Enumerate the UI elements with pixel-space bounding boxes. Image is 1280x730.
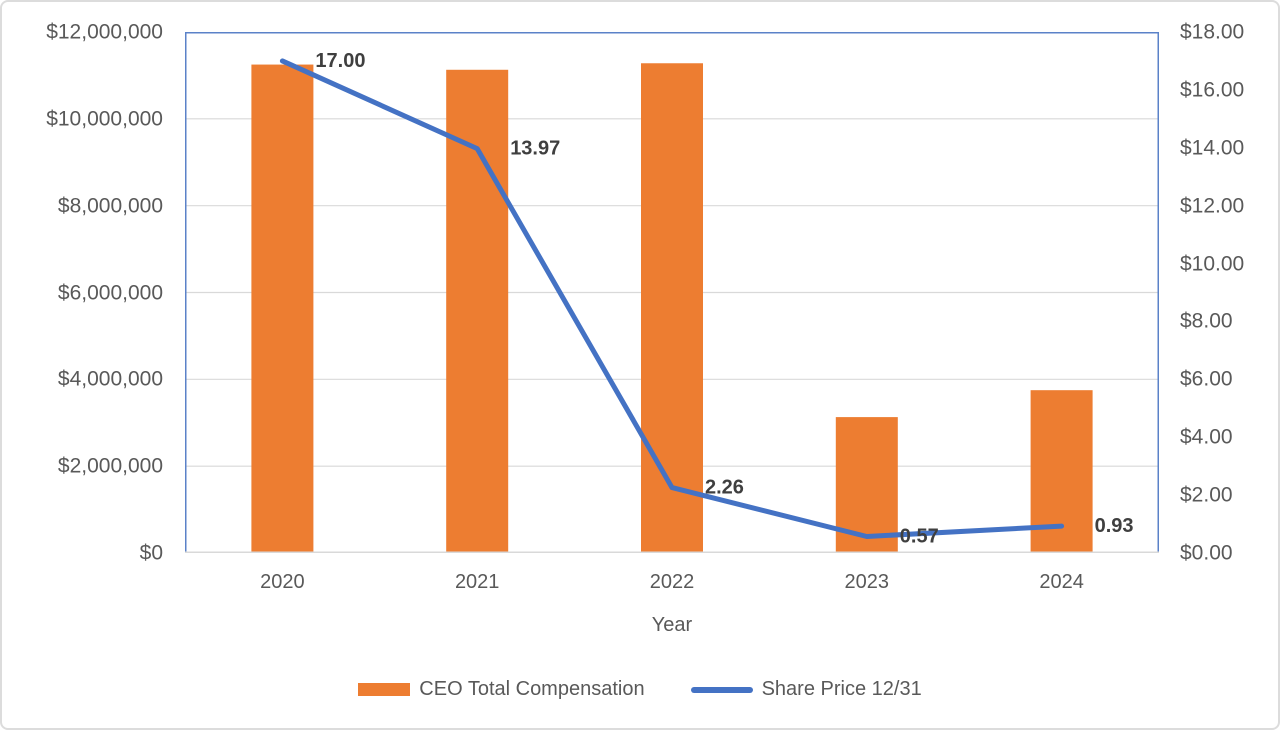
x-axis-tick-label: 2024	[1039, 571, 1084, 593]
bar-2020	[251, 64, 314, 553]
share-price-line	[279, 58, 1065, 540]
data-label-2020: 17.00	[315, 50, 365, 72]
right-axis-tick-label: $6.00	[1180, 367, 1233, 391]
legend-label: CEO Total Compensation	[419, 678, 645, 700]
x-axis-tick-label: 2022	[649, 571, 695, 593]
legend-item: Share Price 12/31	[690, 678, 922, 701]
right-axis-tick-label: $10.00	[1180, 252, 1245, 276]
bar-2021	[446, 69, 509, 554]
right-axis-tick-label: $8.00	[1180, 309, 1233, 333]
right-axis-tick-label: $2.00	[1180, 483, 1233, 507]
x-axis-title: Year	[651, 614, 693, 636]
left-axis-tick-label: $0	[139, 541, 163, 565]
plot-area: 17.00 13.97 2.26 0.57 0.93	[185, 32, 1159, 554]
right-axis-tick-label: $16.00	[1180, 78, 1245, 102]
right-axis-tick-label: $0.00	[1180, 541, 1233, 565]
x-axis-tick-label: 2023	[844, 571, 890, 593]
data-label-2021: 13.97	[510, 138, 560, 160]
data-label-2022: 2.26	[705, 477, 744, 499]
left-axis-tick-label: $8,000,000	[57, 194, 163, 218]
right-axis-tick-label: $4.00	[1180, 425, 1233, 449]
chart-plot-svg: 17.00 13.97 2.26 0.57 0.93	[185, 32, 1159, 554]
legend-item: CEO Total Compensation	[358, 678, 645, 701]
left-axis-tick-label: $2,000,000	[57, 454, 163, 478]
bar-swatch-icon	[358, 683, 411, 696]
legend-label: Share Price 12/31	[761, 678, 922, 700]
x-axis-tick-label: 2021	[454, 571, 500, 593]
legend: CEO Total Compensation Share Price 12/31	[2, 678, 1278, 701]
left-axis-tick-label: $12,000,000	[46, 20, 163, 44]
right-axis-tick-label: $12.00	[1180, 194, 1245, 218]
bar-2022	[641, 63, 703, 553]
x-axis-tick-label: 2020	[260, 571, 305, 593]
right-axis-tick-label: $18.00	[1180, 20, 1245, 44]
left-axis-tick-label: $10,000,000	[46, 107, 163, 131]
left-axis-tick-label: $4,000,000	[57, 367, 163, 391]
data-label-2023: 0.57	[900, 526, 939, 548]
right-axis-tick-label: $14.00	[1180, 136, 1245, 160]
data-label-2024: 0.93	[1095, 515, 1134, 537]
left-axis-tick-label: $6,000,000	[57, 281, 163, 304]
line-swatch-icon	[690, 686, 753, 693]
